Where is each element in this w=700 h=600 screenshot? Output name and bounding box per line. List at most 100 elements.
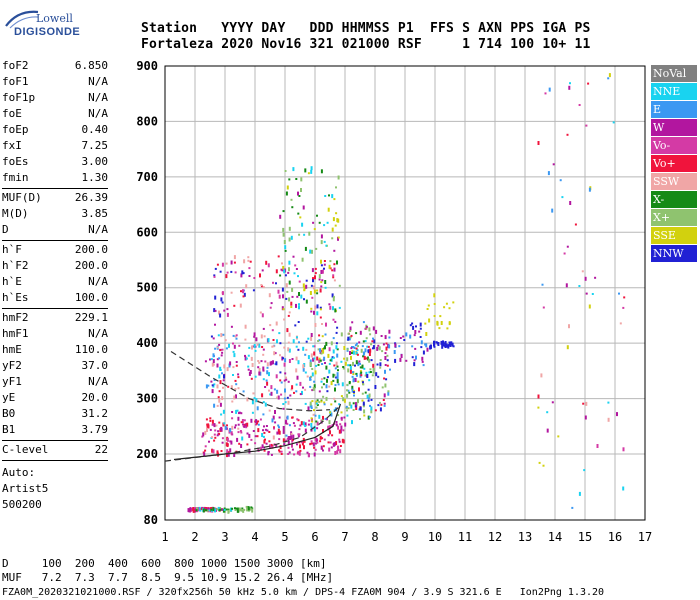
echo-point xyxy=(229,440,232,443)
echo-point xyxy=(349,351,351,355)
echo-point xyxy=(452,345,455,348)
echo-point xyxy=(331,269,334,272)
echo-point xyxy=(366,356,369,361)
echo-point xyxy=(216,508,219,511)
echo-point xyxy=(219,507,222,509)
echo-point xyxy=(347,368,350,373)
echo-point xyxy=(321,386,323,389)
echo-point xyxy=(245,357,248,360)
echo-point xyxy=(320,270,323,274)
echo-point xyxy=(574,223,577,226)
plot-frame xyxy=(164,65,646,521)
echo-point xyxy=(421,356,424,361)
echo-point xyxy=(327,425,330,430)
echo-point xyxy=(266,362,269,367)
echo-point xyxy=(446,327,449,330)
echo-point xyxy=(316,289,319,292)
echo-point xyxy=(319,348,321,353)
logo-line1: Lowell xyxy=(36,12,73,25)
echo-point xyxy=(280,453,283,455)
echo-point xyxy=(304,425,307,427)
echo-point xyxy=(297,321,300,323)
echo-point xyxy=(440,321,443,325)
echo-point xyxy=(278,449,280,452)
echo-point xyxy=(538,461,541,464)
echo-point xyxy=(286,396,289,399)
echo-point xyxy=(301,390,303,395)
echo-point xyxy=(298,292,300,296)
echo-point xyxy=(277,424,280,427)
echo-point xyxy=(324,362,326,364)
echo-point xyxy=(254,349,257,352)
echo-point xyxy=(373,339,376,344)
echo-point xyxy=(433,315,436,317)
echo-point xyxy=(409,324,412,327)
echo-point xyxy=(330,446,333,449)
echo-point xyxy=(256,435,259,438)
echo-point xyxy=(315,364,318,367)
echo-point xyxy=(542,464,545,467)
echo-point xyxy=(287,446,290,449)
y-tick-label: 700 xyxy=(136,170,158,184)
echo-point xyxy=(377,404,380,407)
echo-point xyxy=(352,371,354,374)
echo-point xyxy=(546,428,549,433)
echo-point xyxy=(316,441,319,444)
echo-point xyxy=(204,430,207,435)
echo-point xyxy=(327,434,330,437)
echo-point xyxy=(285,376,287,379)
echo-point xyxy=(304,388,307,391)
echo-point xyxy=(584,276,587,281)
echo-point xyxy=(281,287,284,292)
echo-point xyxy=(616,412,618,417)
echo-point xyxy=(257,420,260,423)
echo-point xyxy=(365,371,368,376)
echo-point xyxy=(343,416,346,419)
echo-point xyxy=(283,269,286,274)
echo-point xyxy=(364,340,367,343)
echo-point xyxy=(335,345,338,350)
echo-point xyxy=(608,73,611,78)
echo-point xyxy=(297,348,300,351)
echo-point xyxy=(382,399,385,401)
echo-point xyxy=(389,368,391,371)
echo-point xyxy=(360,374,363,377)
echo-point xyxy=(254,435,257,438)
param-row: yE 20.0 xyxy=(2,390,108,406)
echo-point xyxy=(308,231,311,236)
echo-point xyxy=(323,401,326,404)
param-value: N/A xyxy=(88,327,108,340)
echo-point xyxy=(226,453,228,458)
echo-point xyxy=(283,379,286,382)
echo-point xyxy=(290,301,293,306)
echo-point xyxy=(315,420,318,423)
echo-point xyxy=(333,249,336,252)
echo-point xyxy=(244,424,247,427)
echo-point xyxy=(261,444,264,449)
x-tick-label: 9 xyxy=(401,530,408,544)
echo-point xyxy=(253,335,256,338)
echo-point xyxy=(622,447,625,452)
echo-point xyxy=(348,381,351,383)
echo-point xyxy=(377,344,380,347)
echo-point xyxy=(323,347,326,350)
echo-point xyxy=(338,403,341,406)
echo-point xyxy=(297,275,299,278)
echo-point xyxy=(557,435,560,438)
param-name: D xyxy=(2,223,9,236)
echo-point xyxy=(310,405,313,408)
echo-point xyxy=(376,363,379,366)
echo-point xyxy=(312,386,315,391)
polarization-legend: NoVal NNE E W Vo- Vo+ SSW X- X+ SSE NNW xyxy=(651,65,697,263)
echo-point xyxy=(278,438,281,441)
echo-point xyxy=(211,419,214,424)
echo-point xyxy=(340,332,343,337)
echo-point xyxy=(336,260,338,265)
echo-point xyxy=(285,434,288,437)
echo-point xyxy=(276,431,279,434)
echo-point xyxy=(292,434,295,439)
echo-point xyxy=(547,171,550,176)
echo-point xyxy=(299,393,302,396)
echo-point xyxy=(379,407,382,412)
echo-point xyxy=(295,178,298,180)
